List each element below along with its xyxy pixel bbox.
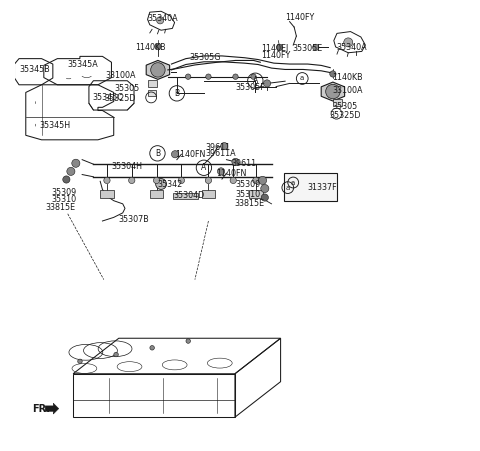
Circle shape	[261, 184, 269, 193]
Circle shape	[63, 176, 70, 183]
Text: A: A	[201, 163, 206, 172]
Bar	[284, 173, 337, 201]
Text: 35309: 35309	[236, 179, 261, 189]
Text: 31337F: 31337F	[308, 183, 337, 192]
Circle shape	[276, 44, 283, 51]
Text: 39611: 39611	[206, 143, 231, 152]
Bar	[147, 80, 156, 87]
Text: 35325D: 35325D	[105, 94, 136, 103]
Circle shape	[251, 74, 256, 79]
Text: 33100A: 33100A	[332, 86, 362, 95]
Text: B: B	[174, 89, 180, 98]
Circle shape	[330, 71, 336, 77]
Text: 35340A: 35340A	[147, 14, 178, 23]
Bar	[249, 190, 263, 198]
Circle shape	[186, 339, 191, 343]
Circle shape	[129, 177, 135, 184]
Circle shape	[264, 80, 271, 87]
Text: 33100A: 33100A	[106, 71, 136, 80]
Text: 35307B: 35307B	[118, 215, 149, 224]
Bar	[100, 190, 114, 198]
Text: 35309: 35309	[51, 188, 77, 197]
Text: a: a	[286, 184, 290, 191]
Circle shape	[104, 177, 110, 184]
Text: 35345A: 35345A	[68, 60, 98, 69]
Text: 39611A: 39611A	[206, 149, 236, 158]
Text: 35305: 35305	[115, 84, 140, 93]
Circle shape	[155, 43, 161, 50]
Text: 1140EJ: 1140EJ	[261, 44, 288, 53]
Circle shape	[156, 179, 167, 189]
Text: a: a	[300, 75, 304, 82]
Text: FR.: FR.	[32, 404, 49, 414]
Text: 1140KB: 1140KB	[332, 73, 362, 82]
Circle shape	[344, 38, 353, 47]
Text: 35305E: 35305E	[293, 44, 323, 53]
Circle shape	[150, 345, 155, 350]
Circle shape	[205, 177, 212, 184]
Text: 1140FY: 1140FY	[261, 51, 290, 60]
Text: 33815E: 33815E	[234, 199, 264, 208]
Bar	[150, 190, 163, 198]
Circle shape	[67, 167, 75, 175]
Circle shape	[259, 176, 266, 184]
Circle shape	[312, 44, 319, 51]
Circle shape	[185, 74, 191, 79]
Polygon shape	[146, 60, 169, 79]
Text: A: A	[252, 76, 258, 85]
Text: 35340A: 35340A	[336, 43, 367, 52]
Circle shape	[154, 177, 160, 184]
Text: 35325D: 35325D	[329, 110, 361, 120]
Circle shape	[72, 159, 80, 167]
Circle shape	[232, 158, 239, 166]
Circle shape	[171, 151, 179, 158]
Polygon shape	[45, 403, 59, 414]
Text: a: a	[291, 179, 295, 185]
Bar	[147, 90, 156, 96]
Circle shape	[114, 352, 118, 357]
Text: B: B	[155, 149, 160, 158]
Text: 31337F: 31337F	[301, 177, 331, 186]
Text: 35310: 35310	[236, 190, 261, 199]
Circle shape	[217, 168, 225, 175]
Polygon shape	[321, 82, 345, 101]
Text: 35304H: 35304H	[111, 162, 142, 171]
Circle shape	[230, 177, 236, 184]
Circle shape	[221, 143, 228, 150]
Text: 35345C: 35345C	[93, 93, 123, 102]
Circle shape	[178, 177, 184, 184]
Text: 1140FN: 1140FN	[216, 169, 247, 178]
Text: 35305G: 35305G	[190, 53, 221, 62]
Text: 35305F: 35305F	[236, 83, 265, 92]
Text: 39611: 39611	[231, 159, 256, 168]
Circle shape	[233, 74, 238, 79]
Circle shape	[206, 74, 211, 79]
Circle shape	[78, 359, 82, 364]
Circle shape	[261, 194, 268, 201]
Text: 35345H: 35345H	[39, 121, 71, 130]
Circle shape	[151, 63, 165, 77]
Circle shape	[252, 177, 259, 184]
Bar	[333, 99, 342, 106]
Text: 1140FN: 1140FN	[175, 150, 205, 159]
Text: 1140KB: 1140KB	[135, 43, 166, 52]
Text: 33815E: 33815E	[45, 202, 75, 212]
Bar	[173, 193, 198, 199]
Text: 35304D: 35304D	[173, 191, 204, 200]
Text: 35305: 35305	[332, 102, 357, 111]
Text: 35342: 35342	[158, 179, 183, 189]
Circle shape	[326, 84, 340, 99]
Text: 1140FY: 1140FY	[285, 13, 314, 22]
Text: 35310: 35310	[51, 195, 77, 204]
Bar	[202, 190, 215, 198]
Circle shape	[156, 17, 164, 24]
Text: 35345B: 35345B	[19, 65, 50, 74]
